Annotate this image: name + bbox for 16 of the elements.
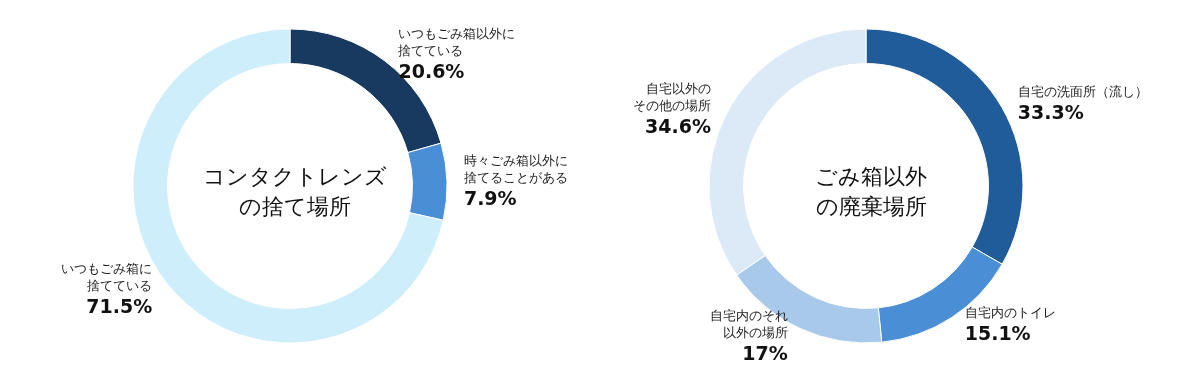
data-label: 17% [742, 341, 788, 364]
data-label: 20.6% [398, 60, 465, 83]
text: ごみ箱以外の廃棄場所 [815, 163, 927, 219]
slice-label: 自宅以外のその他の場所 [632, 81, 711, 114]
data-label: 34.6% [645, 115, 711, 138]
data-label: 15.1% [964, 321, 1031, 344]
slice-label: 自宅内のトイレ [964, 304, 1056, 320]
text: コンタクトレンズの捨て場所 [203, 163, 387, 219]
data-label: 7.9% [463, 187, 517, 210]
data-label: 33.3% [1017, 100, 1084, 123]
data-label: 71.5% [86, 295, 153, 318]
slice-label: いつもごみ箱に捨てている [61, 261, 153, 294]
slice-label: 自宅内のそれ以外の場所 [709, 307, 788, 340]
slice-label: いつもごみ箱以外に捨てている [398, 26, 516, 59]
slice-label: 時々ごみ箱以外に捨てることがある [463, 153, 568, 186]
slice-label: 自宅の洗面所（流し） [1017, 83, 1148, 99]
